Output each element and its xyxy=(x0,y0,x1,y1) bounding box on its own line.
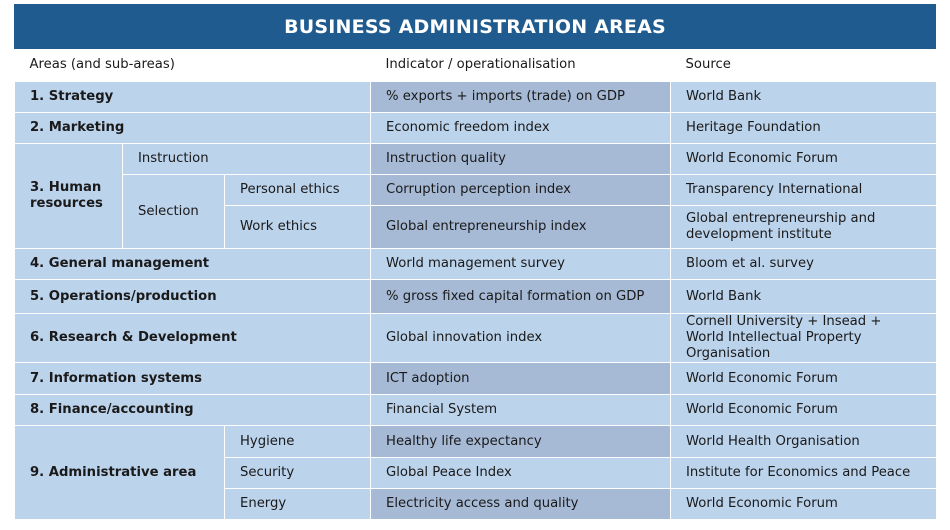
source-cell: World Economic Forum xyxy=(670,488,938,520)
table-row: 6. Research & Development Global innovat… xyxy=(13,313,938,363)
table-container: BUSINESS ADMINISTRATION AREAS Areas (and… xyxy=(13,4,938,520)
indicator-cell: Healthy life expectancy xyxy=(370,425,672,458)
area-cell: 1. Strategy xyxy=(13,81,372,113)
table-row: Work ethics Global entrepreneurship inde… xyxy=(15,205,938,249)
table-row: 7. Information systems ICT adoption Worl… xyxy=(13,362,938,395)
indicator-cell: Economic freedom index xyxy=(370,112,672,144)
indicator-cell: Global Peace Index xyxy=(370,457,672,489)
table-row: 9. Administrative area Hygiene Healthy l… xyxy=(14,425,938,520)
subarea-cell: Energy xyxy=(223,488,372,520)
area-cell: 3. Human resources xyxy=(14,143,123,249)
source-cell: World Bank xyxy=(670,279,938,314)
source-cell: World Economic Forum xyxy=(670,394,938,426)
source-cell: Institute for Economics and Peace xyxy=(670,457,938,489)
indicator-cell: % exports + imports (trade) on GDP xyxy=(370,81,672,113)
table-row: 2. Marketing Economic freedom index Heri… xyxy=(13,112,938,144)
area-cell: 6. Research & Development xyxy=(13,313,372,363)
table-title: BUSINESS ADMINISTRATION AREAS xyxy=(14,4,936,49)
indicator-cell: ICT adoption xyxy=(370,362,672,395)
table-row: 1. Strategy % exports + imports (trade) … xyxy=(13,81,938,113)
subarea-cell: Work ethics xyxy=(223,205,372,249)
area-cell: 8. Finance/accounting xyxy=(13,394,372,426)
table-row: 3. Human resources Instruction Instructi… xyxy=(14,143,938,249)
subarea-cell: Security xyxy=(223,457,372,489)
header-row: Areas (and sub-areas) Indicator / operat… xyxy=(14,49,937,82)
area-cell: 7. Information systems xyxy=(13,362,372,395)
source-cell: Global entrepreneurship and development … xyxy=(670,205,938,249)
table-row: Selection Personal ethics Corruption per… xyxy=(15,174,938,249)
subarea-cell: Instruction xyxy=(121,143,372,175)
indicator-cell: % gross fixed capital formation on GDP xyxy=(370,279,672,314)
source-cell: World Bank xyxy=(670,81,938,113)
source-cell: World Economic Forum xyxy=(670,362,938,395)
indicator-cell: Electricity access and quality xyxy=(370,488,672,520)
indicator-cell: Global entrepreneurship index xyxy=(370,205,672,249)
source-cell: Bloom et al. survey xyxy=(670,248,938,280)
header-areas: Areas (and sub-areas) xyxy=(14,49,371,82)
area-cell: 5. Operations/production xyxy=(13,279,372,314)
area-cell: 2. Marketing xyxy=(13,112,372,144)
table-row: 8. Finance/accounting Financial System W… xyxy=(13,394,938,426)
source-cell: Heritage Foundation xyxy=(670,112,938,144)
area-cell: 4. General management xyxy=(13,248,372,280)
admin-areas-table: Areas (and sub-areas) Indicator / operat… xyxy=(13,49,938,520)
table-row: Energy Electricity access and quality Wo… xyxy=(15,488,938,520)
indicator-cell: Global innovation index xyxy=(370,313,672,363)
table-row: 4. General management World management s… xyxy=(13,248,938,280)
indicator-cell: Instruction quality xyxy=(370,143,672,175)
indicator-cell: Financial System xyxy=(370,394,672,426)
subarea-cell: Selection xyxy=(122,174,225,249)
source-cell: World Health Organisation xyxy=(670,425,938,458)
subarea-cell: Personal ethics xyxy=(223,174,372,206)
source-cell: World Economic Forum xyxy=(670,143,938,175)
subarea-cell: Hygiene xyxy=(223,425,372,458)
table-row: 5. Operations/production % gross fixed c… xyxy=(13,279,938,314)
source-cell: Transparency International xyxy=(670,174,938,206)
indicator-cell: World management survey xyxy=(370,248,672,280)
area-cell: 9. Administrative area xyxy=(14,425,225,520)
source-cell: Cornell University + Insead + World Inte… xyxy=(670,313,938,363)
indicator-cell: Corruption perception index xyxy=(370,174,672,206)
header-indicator: Indicator / operationalisation xyxy=(370,49,671,82)
header-source: Source xyxy=(670,49,937,82)
